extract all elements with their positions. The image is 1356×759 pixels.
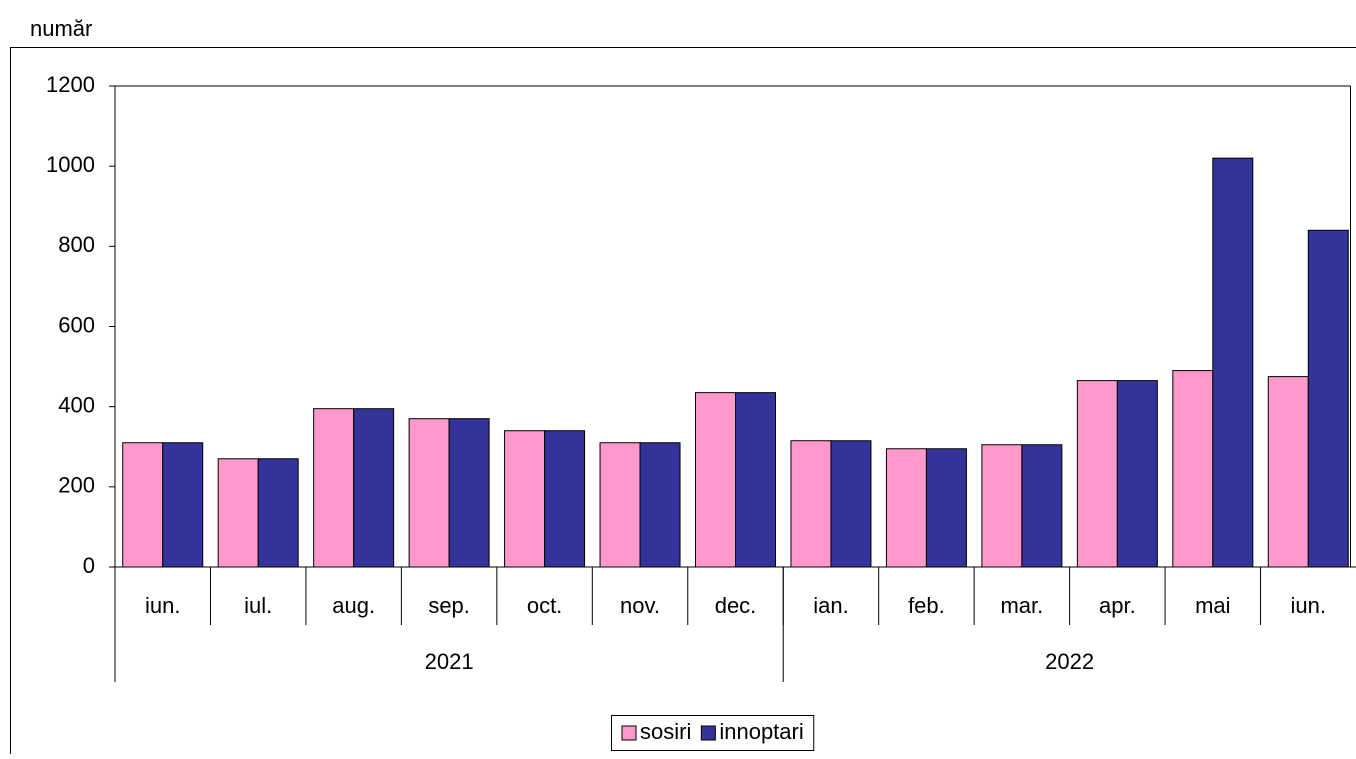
y-tick-label: 1000: [46, 152, 95, 177]
bar: [886, 449, 926, 567]
bar: [123, 443, 163, 567]
bar: [505, 431, 545, 567]
y-tick-label: 200: [58, 473, 95, 498]
bar: [982, 445, 1022, 567]
y-tick-label: 0: [83, 553, 95, 578]
bar: [1308, 230, 1348, 567]
x-tick-label: feb.: [908, 593, 945, 618]
x-tick-label: iun.: [145, 593, 180, 618]
y-tick-label: 800: [58, 232, 95, 257]
bar: [449, 419, 489, 567]
legend-label: innoptari: [719, 719, 803, 744]
bar: [218, 459, 258, 567]
x-tick-label: iun.: [1291, 593, 1326, 618]
bar: [791, 441, 831, 567]
x-tick-label: ian.: [813, 593, 848, 618]
bar: [1173, 371, 1213, 567]
bar: [736, 393, 776, 567]
bar: [409, 419, 449, 567]
bar: [696, 393, 736, 567]
y-axis-label: număr: [30, 16, 92, 41]
bar: [1268, 377, 1308, 567]
legend-label: sosiri: [640, 719, 691, 744]
x-tick-label: mar.: [1000, 593, 1043, 618]
bar: [926, 449, 966, 567]
x-tick-label: apr.: [1099, 593, 1136, 618]
bar: [354, 409, 394, 567]
bar: [640, 443, 680, 567]
bar: [1022, 445, 1062, 567]
legend-swatch: [622, 726, 636, 740]
legend-swatch: [701, 726, 715, 740]
bar: [163, 443, 203, 567]
y-tick-label: 1200: [46, 72, 95, 97]
x-tick-label: dec.: [715, 593, 757, 618]
bar: [314, 409, 354, 567]
bar: [831, 441, 871, 567]
bar: [1077, 381, 1117, 567]
x-tick-label: nov.: [620, 593, 660, 618]
x-tick-label: sep.: [428, 593, 470, 618]
x-tick-label: mai: [1195, 593, 1230, 618]
x-tick-label: oct.: [527, 593, 562, 618]
y-tick-label: 600: [58, 312, 95, 337]
y-tick-label: 400: [58, 392, 95, 417]
bar: [600, 443, 640, 567]
bar: [1213, 158, 1253, 567]
bar: [1117, 381, 1157, 567]
x-tick-label: iul.: [244, 593, 272, 618]
bar: [545, 431, 585, 567]
group-label: 2022: [1045, 649, 1094, 674]
bar: [258, 459, 298, 567]
x-tick-label: aug.: [332, 593, 375, 618]
group-label: 2021: [425, 649, 474, 674]
